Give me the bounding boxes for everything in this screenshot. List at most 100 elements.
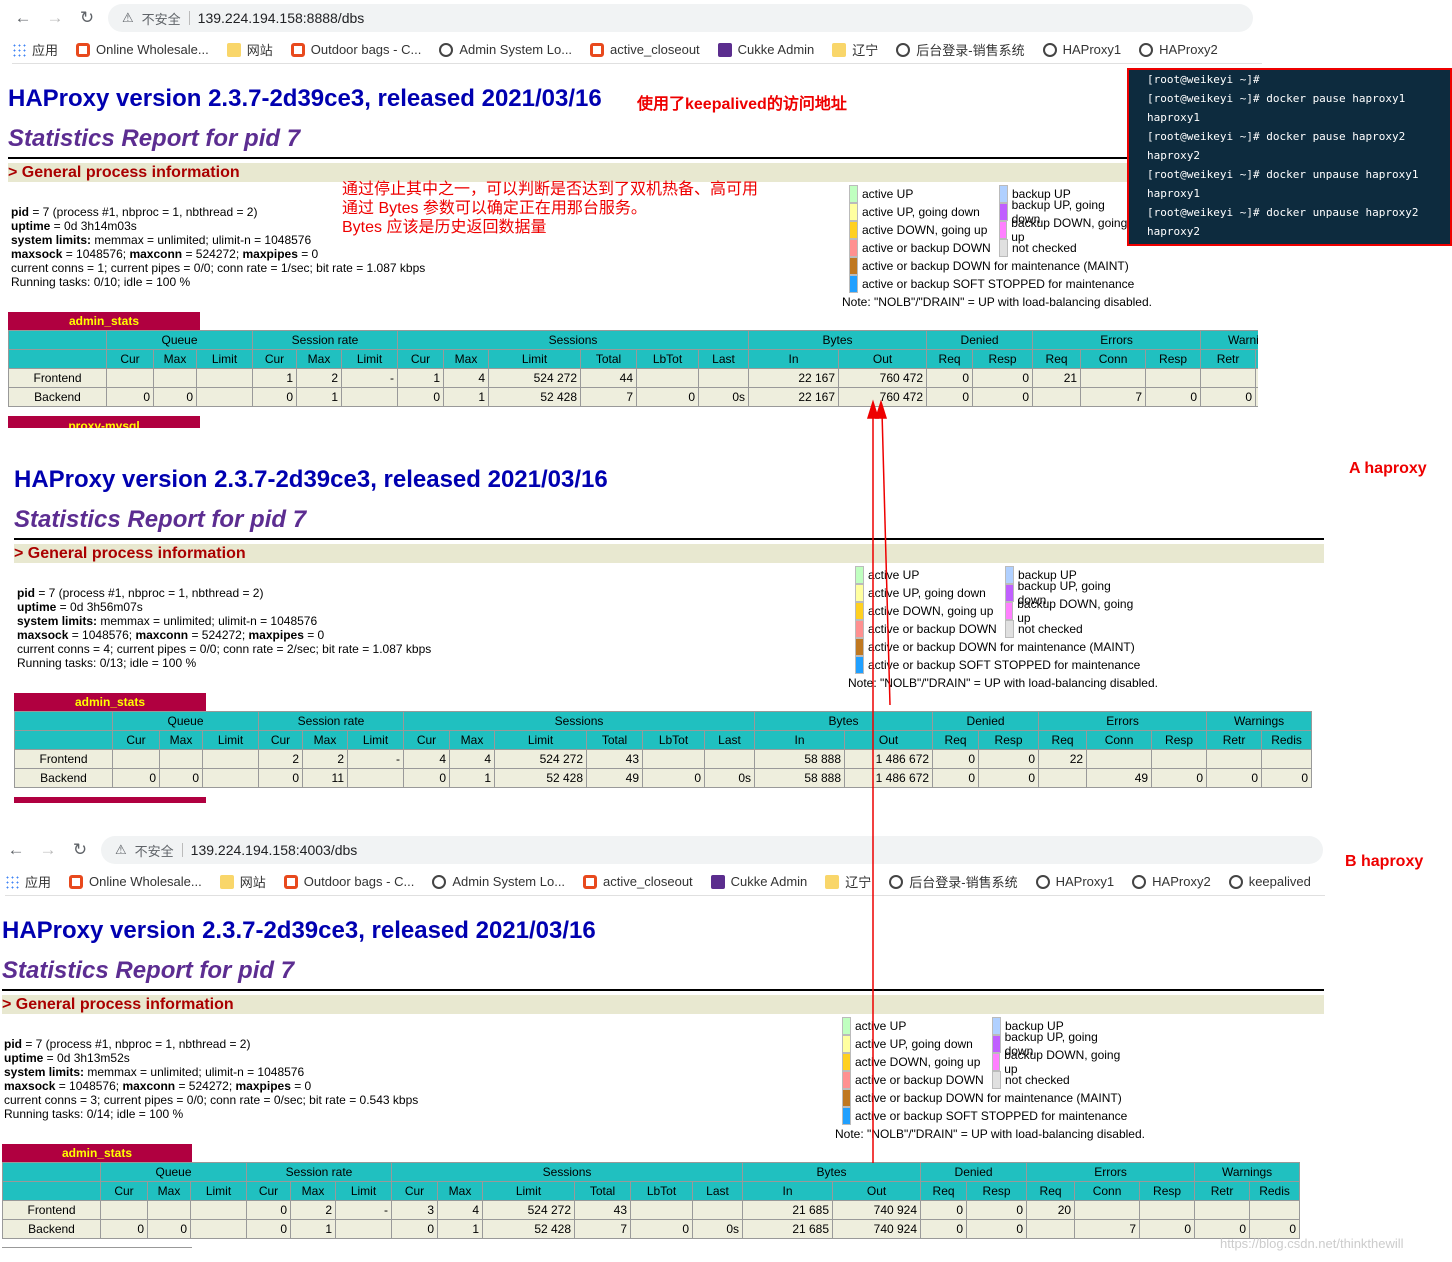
stats-table: Queue Session rate Sessions Bytes Denied Erro… xyxy=(14,711,1324,788)
info-conns: current conns = 3; current pipes = 0/0; … xyxy=(4,1093,419,1107)
bookmark-item[interactable]: Outdoor bags - C... xyxy=(283,874,414,889)
bookmark-label: 应用 xyxy=(32,43,59,58)
process-info: pid = 7 (process #1, nbproc = 1, nbthrea… xyxy=(11,205,425,289)
bookmark-label: 网站 xyxy=(239,875,266,890)
url-text: 139.224.194.158:8888/dbs xyxy=(197,10,365,26)
table-col-header: Max xyxy=(290,1181,336,1201)
bookmark-item[interactable]: active_closeout xyxy=(583,874,693,889)
table-col-header: Total xyxy=(586,730,644,750)
back-icon[interactable]: ← xyxy=(14,8,32,27)
table-col-header: Retr xyxy=(1194,1181,1251,1201)
legend-item: backup UP, going down xyxy=(1005,579,1135,607)
table-corner xyxy=(8,330,107,350)
bookmark-item[interactable]: Cukke Admin xyxy=(717,42,815,57)
bookmark-item[interactable]: 网站 xyxy=(219,872,266,891)
browser-toolbar-2: ← → ↻ ⚠ 不安全 139.224.194.158:4003/dbs xyxy=(5,832,1325,868)
table-col-header: Cur xyxy=(397,349,445,369)
info-maxsock: maxsock = 1048576; maxconn = 524272; max… xyxy=(17,628,325,642)
table-group-header: Session rate xyxy=(251,330,399,350)
legend-item: active DOWN, going up xyxy=(849,221,1134,239)
bookmark-label: 应用 xyxy=(25,875,52,890)
bookmark-label: Admin System Lo... xyxy=(452,874,566,889)
bookmark-item[interactable]: 应用 xyxy=(5,872,51,891)
browser-toolbar-1: ← → ↻ ⚠ 不安全 139.224.194.158:8888/dbs xyxy=(12,0,1262,36)
table-row: Backend 0 0 0 1 0 1 52 428 7 0 0s 21 685 740 924 0 0 7 0… xyxy=(2,1219,1301,1239)
legend-item: backup DOWN, going up xyxy=(1005,597,1135,625)
legend-item: not checked xyxy=(1005,620,1135,638)
bookmark-item[interactable]: 后台登录-销售系统 xyxy=(889,872,1018,891)
legend-item: active or backup DOWN for maintenance (M… xyxy=(849,257,1134,275)
apps-icon xyxy=(5,874,19,889)
bookmark-item[interactable]: HAProxy1 xyxy=(1035,874,1115,889)
globe-icon xyxy=(439,42,454,57)
table-col-header: Max xyxy=(443,349,490,369)
legend-swatch xyxy=(842,1071,851,1089)
bookmark-label: 网站 xyxy=(246,43,273,58)
table-col-header: LbTot xyxy=(636,349,700,369)
bookmark-label: 辽宁 xyxy=(845,875,872,890)
legend-swatch xyxy=(855,602,864,620)
legend-note: Note: "NOLB"/"DRAIN" = UP with load-bala… xyxy=(848,676,1158,690)
table-col-header: In xyxy=(754,730,846,750)
bookmark-item[interactable]: Admin System Lo... xyxy=(439,42,572,57)
terminal-box: [root@weikeyi ~]# [root@weikeyi ~]# docke… xyxy=(1127,68,1452,246)
forward-icon[interactable]: → xyxy=(46,8,64,27)
bookmark-item[interactable]: keepalived xyxy=(1228,874,1311,889)
bookmark-item[interactable]: 网站 xyxy=(226,40,273,59)
process-info: pid = 7 (process #1, nbproc = 1, nbthrea… xyxy=(4,1037,418,1121)
globe-icon xyxy=(896,42,911,57)
proxy-name: admin_stats xyxy=(14,693,206,711)
bookmark-item[interactable]: Cukke Admin xyxy=(710,874,808,889)
page-title: HAProxy version 2.3.7-2d39ce3, released … xyxy=(14,466,608,493)
legend-item: backup UP xyxy=(1005,566,1135,584)
reload-icon[interactable]: ↻ xyxy=(72,840,88,859)
bookmark-item[interactable]: Online Wholesale... xyxy=(76,42,209,57)
folder-icon xyxy=(226,42,241,57)
reload-icon[interactable]: ↻ xyxy=(79,8,95,27)
folder-icon xyxy=(825,874,840,889)
bookmark-item[interactable]: 辽宁 xyxy=(825,872,871,891)
legend-swatch xyxy=(1005,566,1014,584)
bookmark-label: 后台登录-销售系统 xyxy=(916,43,1025,58)
legend-item: active DOWN, going up xyxy=(855,602,1140,620)
bookmark-item[interactable]: Admin System Lo... xyxy=(432,874,565,889)
bookmark-label: HAProxy1 xyxy=(1055,874,1115,889)
legend-item: active UP xyxy=(842,1017,1127,1035)
bookmark-icon xyxy=(710,874,725,889)
bookmark-label: Cukke Admin xyxy=(730,874,808,889)
table-group-header: Queue xyxy=(106,330,253,350)
terminal-line: [root@weikeyi ~]# docker unpause haproxy… xyxy=(1147,206,1419,219)
forward-icon[interactable]: → xyxy=(39,840,57,859)
general-info-header: > General process information xyxy=(8,163,1128,182)
info-maxsock: maxsock = 1048576; maxconn = 524272; max… xyxy=(4,1079,312,1093)
table-corner xyxy=(2,1162,101,1182)
table-col-header: Req xyxy=(920,1181,968,1201)
bookmark-item[interactable]: Outdoor bags - C... xyxy=(290,42,421,57)
legend-swatch xyxy=(855,638,864,656)
page-title: HAProxy version 2.3.7-2d39ce3, released … xyxy=(8,85,602,112)
watermark: https://blog.csdn.net/thinkthewill xyxy=(1220,1236,1404,1251)
bookmark-item[interactable]: HAProxy1 xyxy=(1042,42,1121,57)
legend-item: backup UP, going down xyxy=(992,1030,1122,1058)
bookmark-item[interactable]: active_closeout xyxy=(590,42,700,57)
address-bar-2[interactable]: ⚠ 不安全 139.224.194.158:4003/dbs xyxy=(101,836,1323,864)
bookmark-label: Cukke Admin xyxy=(737,42,815,57)
legend-note: Note: "NOLB"/"DRAIN" = UP with load-bala… xyxy=(835,1127,1145,1141)
table-col-header: Cur xyxy=(106,349,154,369)
globe-icon xyxy=(1228,874,1243,889)
bookmark-label: Admin System Lo... xyxy=(459,42,573,57)
bookmark-item[interactable]: HAProxy2 xyxy=(1132,874,1211,889)
back-icon[interactable]: ← xyxy=(7,840,25,859)
table-group-header: Denied xyxy=(926,330,1034,350)
legend-swatch xyxy=(842,1017,851,1035)
bookmark-item[interactable]: 辽宁 xyxy=(832,40,878,59)
bookmark-item[interactable]: Online Wholesale... xyxy=(69,874,202,889)
bookmark-item[interactable]: 后台登录-销售系统 xyxy=(896,40,1025,59)
bookmark-item[interactable]: HAProxy2 xyxy=(1139,42,1218,57)
address-bar-1[interactable]: ⚠ 不安全 139.224.194.158:8888/dbs xyxy=(108,4,1253,32)
terminal-line: [root@weikeyi ~]# docker unpause haproxy… xyxy=(1147,168,1419,181)
table-col-header: Req xyxy=(1038,730,1088,750)
annotation-line: 通过 Bytes 参数可以确定正在用那台服务。 xyxy=(342,200,647,217)
bookmark-item[interactable]: 应用 xyxy=(12,40,58,59)
table-col-header: Max xyxy=(147,1181,191,1201)
